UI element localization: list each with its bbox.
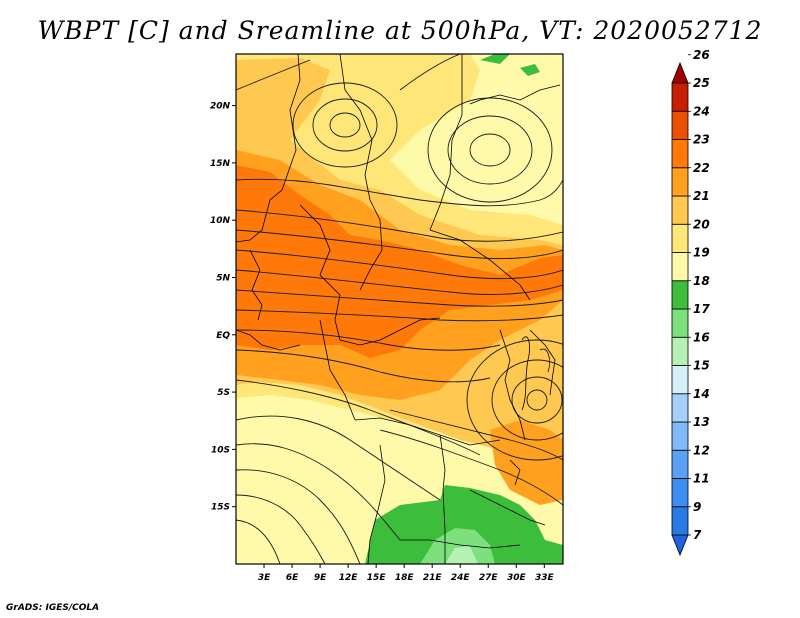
lon-tick-label: 12E	[339, 573, 359, 583]
colorbar-swatch	[671, 393, 689, 423]
lat-tick-label: 20N	[210, 102, 231, 112]
lon-tick-label: 21E	[423, 573, 443, 583]
colorbar-swatch	[671, 421, 689, 451]
colorbar-label: 16	[693, 330, 710, 344]
colorbar-label: 26	[693, 48, 710, 62]
lat-tick-label: 15N	[210, 159, 231, 169]
lon-tick-label: 30E	[507, 573, 527, 583]
chart-title: WBPT [C] and Sreamline at 500hPa, VT: 20…	[37, 16, 763, 45]
colorbar-label: 13	[693, 415, 710, 429]
colorbar-label: 15	[693, 359, 710, 373]
lon-tick-label: 15E	[367, 573, 387, 583]
lon-tick-label: 9E	[314, 573, 327, 583]
colorbar-label: 18	[693, 274, 710, 288]
lon-tick-label: 18E	[395, 573, 415, 583]
colorbar-swatch	[671, 110, 689, 140]
colorbar-label: 17	[693, 302, 710, 316]
lat-tick-label: 5S	[217, 388, 230, 398]
lat-tick-label: EQ	[216, 331, 230, 341]
colorbar-swatch	[671, 506, 689, 536]
credit-label: GrADS: IGES/COLA	[6, 603, 100, 613]
colorbar-swatch	[671, 308, 689, 338]
country-borders	[236, 54, 561, 564]
colorbar-swatch	[671, 167, 689, 197]
colorbar-swatch	[671, 195, 689, 225]
streamlines	[236, 54, 563, 564]
colorbar: 7 9 11 12 13 14 15 16 17 18 19 20 21 22 23 24 25 26	[671, 48, 710, 557]
lon-tick-label: 33E	[535, 573, 555, 583]
colorbar-label: 14	[693, 387, 710, 401]
lon-tick-label: 6E	[286, 573, 299, 583]
lat-tick-label: 15S	[211, 503, 230, 513]
colorbar-swatch	[671, 365, 689, 395]
colorbar-label: 11	[693, 472, 710, 486]
colorbar-label: 9	[693, 500, 701, 514]
colorbar-label: 24	[693, 104, 710, 118]
colorbar-swatch	[671, 449, 689, 479]
lat-tick-label: 10N	[210, 216, 231, 226]
colorbar-label: 25	[693, 76, 710, 90]
map-frame	[235, 53, 564, 565]
lon-tick-label: 24E	[451, 573, 471, 583]
lon-tick-label: 3E	[258, 573, 271, 583]
lat-tick-label: 5N	[216, 273, 230, 283]
colorbar-swatch	[671, 139, 689, 169]
colorbar-label: 7	[693, 528, 702, 542]
temperature-field	[236, 54, 563, 564]
lon-tick-label: 27E	[479, 573, 499, 583]
colorbar-swatch	[671, 223, 689, 253]
colorbar-label: 12	[693, 443, 710, 457]
colorbar-label: 21	[693, 189, 710, 203]
colorbar-label: 22	[693, 161, 710, 175]
colorbar-label: 19	[693, 246, 710, 260]
colorbar-label: 20	[693, 217, 710, 231]
colorbar-swatch	[671, 252, 689, 282]
colorbar-label: 23	[693, 133, 710, 147]
lat-tick-label: 10S	[211, 445, 230, 455]
map-axes: 3E 6E 9E 12E 15E 18E 21E 24E 27E 30E 33E 20N 15N 10N 5…	[210, 53, 564, 583]
colorbar-swatch	[671, 478, 689, 508]
colorbar-swatch	[671, 280, 689, 310]
colorbar-swatch	[671, 534, 689, 557]
colorbar-swatch	[671, 336, 689, 366]
colorbar-swatch	[671, 61, 689, 84]
colorbar-swatch	[671, 82, 689, 112]
